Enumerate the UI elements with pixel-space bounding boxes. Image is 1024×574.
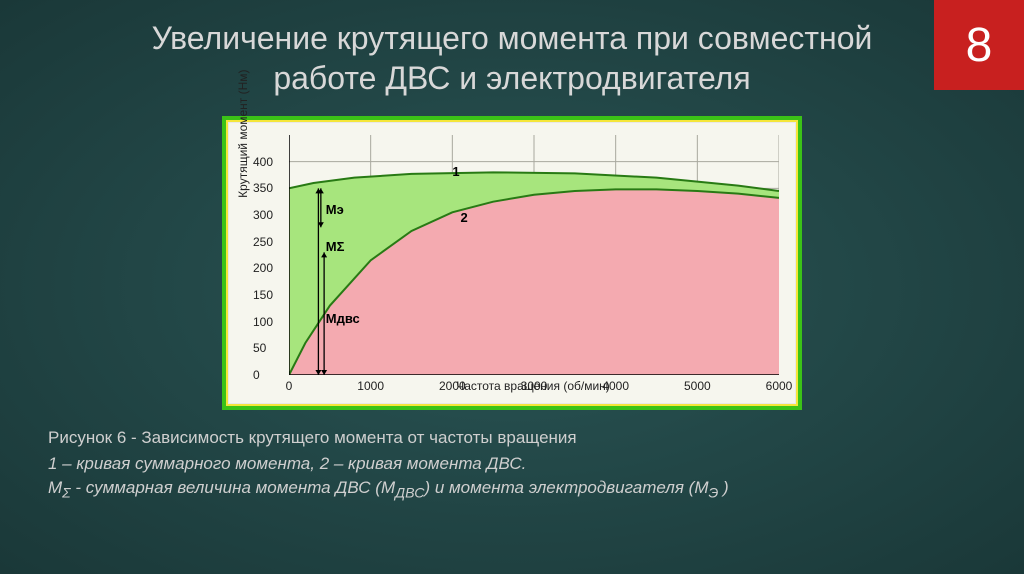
y-tick: 300 — [253, 208, 273, 222]
chart-svg — [289, 135, 779, 375]
y-axis-label: Крутящий момент (Нм) — [236, 69, 250, 197]
y-tick: 150 — [253, 288, 273, 302]
y-tick: 400 — [253, 155, 273, 169]
plot-area: Крутящий момент (Нм)05010015020025030035… — [289, 135, 779, 375]
x-tick: 2000 — [439, 379, 466, 393]
legend-line-1: 1 – кривая суммарного момента, 2 – крива… — [48, 454, 1024, 474]
chart-frame: Крутящий момент (Нм)05010015020025030035… — [222, 116, 802, 410]
slide-number-badge: 8 — [934, 0, 1024, 90]
m-dvs-label: Mдвс — [326, 311, 360, 326]
series-2-label: 2 — [461, 210, 468, 225]
x-tick: 4000 — [602, 379, 629, 393]
chart-inner: Крутящий момент (Нм)05010015020025030035… — [229, 123, 795, 403]
y-tick: 0 — [253, 368, 260, 382]
x-tick: 3000 — [521, 379, 548, 393]
y-tick: 200 — [253, 261, 273, 275]
legend-line-2: MΣ - суммарная величина момента ДВС (MДВ… — [48, 478, 1024, 501]
y-tick: 350 — [253, 181, 273, 195]
x-tick: 6000 — [766, 379, 793, 393]
y-tick: 100 — [253, 315, 273, 329]
x-tick: 1000 — [357, 379, 384, 393]
m-e-label: Mэ — [326, 202, 344, 217]
figure-caption: Рисунок 6 - Зависимость крутящего момент… — [48, 428, 1024, 448]
m-sum-label: MΣ — [326, 239, 345, 254]
y-tick: 250 — [253, 235, 273, 249]
x-tick: 0 — [286, 379, 293, 393]
slide-title: Увеличение крутящего момента при совмест… — [0, 0, 1024, 108]
y-tick: 50 — [253, 341, 266, 355]
x-tick: 5000 — [684, 379, 711, 393]
series-1-label: 1 — [452, 164, 459, 179]
